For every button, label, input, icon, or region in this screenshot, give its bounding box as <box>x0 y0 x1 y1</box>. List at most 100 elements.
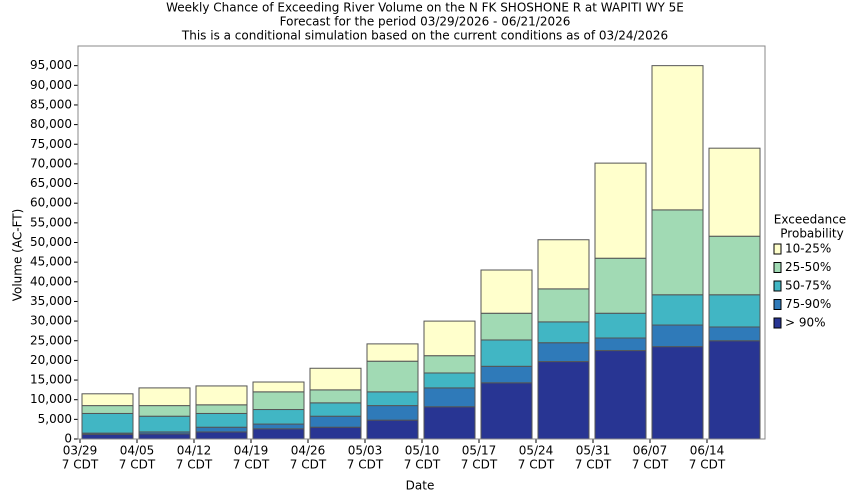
x-tick-label: 7 CDT <box>347 458 384 472</box>
bar-segment <box>651 294 704 326</box>
bar-segment <box>309 402 362 417</box>
bar-segment <box>195 412 248 428</box>
bar-segment <box>594 312 647 339</box>
y-tick-label: 55,000 <box>30 215 72 229</box>
bar-segment <box>708 340 761 440</box>
y-tick-label: 10,000 <box>30 392 72 406</box>
x-tick-label: 04/19 <box>234 444 269 458</box>
bar-segment <box>708 235 761 296</box>
legend-label: 75-90% <box>785 297 831 311</box>
bar-segment <box>594 162 647 259</box>
bar-segment <box>309 389 362 404</box>
chart-subtitle: This is a conditional simulation based o… <box>181 29 668 43</box>
bar-segment <box>195 426 248 433</box>
legend-swatch <box>773 243 782 255</box>
bar-segment <box>195 404 248 414</box>
x-tick-label: 06/07 <box>633 444 668 458</box>
legend-swatch <box>773 317 782 329</box>
y-tick-label: 75,000 <box>30 137 72 151</box>
chart-subtitle: Forecast for the period 03/29/2026 - 06/… <box>280 15 571 29</box>
x-tick-label: 05/17 <box>462 444 497 458</box>
bar-segment <box>366 343 419 362</box>
bar-segment <box>366 360 419 393</box>
x-tick-label: 04/05 <box>120 444 155 458</box>
x-tick-label: 06/14 <box>690 444 725 458</box>
x-tick-label: 04/26 <box>291 444 326 458</box>
bar-segment <box>252 428 305 440</box>
y-tick-label: 70,000 <box>30 156 72 170</box>
x-tick-label: 7 CDT <box>404 458 441 472</box>
x-axis-label: Date <box>406 479 435 493</box>
bar-segment <box>480 382 533 440</box>
y-tick-label: 65,000 <box>30 176 72 190</box>
bar-segment <box>423 355 476 374</box>
bar-segment <box>594 257 647 314</box>
x-tick-label: 05/03 <box>348 444 383 458</box>
y-tick-label: 5,000 <box>38 412 72 426</box>
bar-segment <box>708 294 761 328</box>
y-tick-label: 80,000 <box>30 117 72 131</box>
chart-title: Weekly Chance of Exceeding River Volume … <box>166 1 684 15</box>
bar-segment <box>594 350 647 440</box>
bar-segment <box>252 409 305 425</box>
x-tick-label: 7 CDT <box>575 458 612 472</box>
x-tick-label: 7 CDT <box>689 458 726 472</box>
bar-segment <box>195 385 248 406</box>
x-tick-label: 04/12 <box>177 444 212 458</box>
legend-title: Exceedance <box>774 213 846 227</box>
bar-segment <box>537 321 590 344</box>
y-tick-label: 50,000 <box>30 235 72 249</box>
bar-segment <box>423 320 476 357</box>
bar-segment <box>252 423 305 430</box>
x-tick-label: 7 CDT <box>461 458 498 472</box>
bar-segment <box>81 433 134 440</box>
bar-segment <box>309 415 362 428</box>
y-tick-label: 15,000 <box>30 373 72 387</box>
legend-title: Probability <box>780 227 843 241</box>
x-tick-label: 7 CDT <box>518 458 555 472</box>
legend-label: 25-50% <box>785 260 831 274</box>
legend-swatch <box>773 262 782 273</box>
x-tick-label: 05/31 <box>576 444 611 458</box>
bar-segment <box>708 147 761 237</box>
bar-segment <box>708 326 761 342</box>
y-tick-label: 0 <box>64 432 72 446</box>
legend-label: 10-25% <box>785 242 831 256</box>
bar-segment <box>138 415 191 433</box>
bar-segment <box>309 426 362 440</box>
bar-segment <box>651 324 704 348</box>
y-tick-label: 35,000 <box>30 294 72 308</box>
y-tick-label: 30,000 <box>30 314 72 328</box>
y-tick-label: 60,000 <box>30 196 72 210</box>
bar-segment <box>81 405 134 414</box>
bar-segment <box>537 239 590 290</box>
bar-segment <box>423 387 476 408</box>
x-tick-label: 7 CDT <box>290 458 327 472</box>
plot-frame <box>77 45 766 440</box>
bar-segment <box>138 387 191 407</box>
legend-swatch <box>773 299 782 310</box>
y-tick-label: 40,000 <box>30 274 72 288</box>
bar-segment <box>423 372 476 389</box>
bar-segment <box>138 405 191 417</box>
y-tick-label: 85,000 <box>30 97 72 111</box>
x-tick-label: 05/10 <box>405 444 440 458</box>
y-tick-label: 20,000 <box>30 353 72 367</box>
bar-segment <box>252 381 305 393</box>
bar-segment <box>195 431 248 440</box>
x-tick-label: 03/29 <box>63 444 98 458</box>
legend-swatch <box>773 280 782 292</box>
x-tick-label: 05/24 <box>519 444 554 458</box>
bar-segment <box>594 337 647 352</box>
bar-segment <box>366 419 419 440</box>
bar-segment <box>480 312 533 341</box>
bar-segment <box>537 288 590 323</box>
bar-segment <box>651 209 704 296</box>
y-tick-label: 90,000 <box>30 78 72 92</box>
bar-segment <box>366 405 419 421</box>
bar-segment <box>480 339 533 367</box>
y-axis-label: Volume (AC-FT) <box>11 209 25 302</box>
bar-segment <box>651 65 704 211</box>
x-tick-label: 7 CDT <box>119 458 156 472</box>
bar-segment <box>537 342 590 363</box>
